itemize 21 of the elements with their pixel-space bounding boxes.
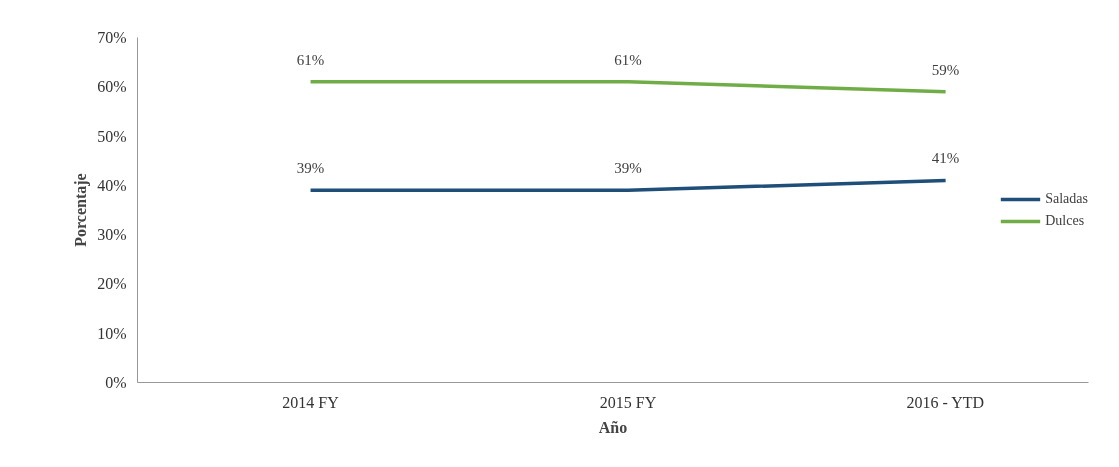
y-tick-label: 60%	[97, 78, 127, 96]
y-tick-label: 70%	[97, 29, 127, 46]
data-label: 39%	[614, 160, 642, 177]
data-label: 41%	[931, 150, 960, 167]
y-tick-label: 40%	[97, 176, 127, 194]
data-label: 61%	[296, 51, 325, 68]
y-axis-title: Porcentaje	[72, 173, 91, 247]
legend-label: Dulces	[1045, 212, 1085, 229]
data-label: 59%	[931, 61, 960, 78]
y-tick-label: 30%	[97, 226, 127, 244]
y-tick-label: 10%	[97, 324, 127, 342]
x-tick-label: 2016 - YTD	[906, 393, 985, 411]
data-label: 61%	[614, 51, 642, 68]
y-tick-label: 50%	[97, 127, 127, 145]
y-tick-label: 20%	[97, 275, 127, 293]
y-tick-label: 0%	[105, 374, 127, 391]
x-tick-label: 2015 FY	[599, 393, 657, 411]
legend-label: Saladas	[1045, 190, 1088, 207]
x-tick-label: 2014 FY	[282, 393, 340, 411]
x-axis-title: Año	[598, 418, 628, 436]
data-label: 39%	[296, 160, 325, 177]
